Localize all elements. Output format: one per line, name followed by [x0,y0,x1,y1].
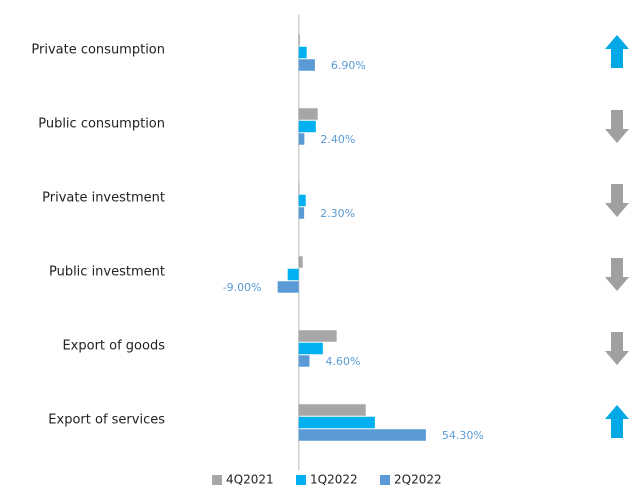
trend-arrow-down [605,332,629,365]
value-label: 6.90% [331,59,366,72]
bar [298,133,305,145]
bar [298,182,300,194]
legend-swatch [212,475,222,485]
category-label: Export of services [48,413,165,428]
legend-label: 4Q2021 [226,473,274,487]
bar [298,59,315,71]
trend-arrow-down [605,258,629,291]
trend-arrow-up [605,405,629,438]
trend-arrow-up [605,35,629,68]
category-label: Private investment [42,191,165,206]
legend-swatch [380,475,390,485]
bar [298,207,305,219]
bar [298,46,307,59]
value-label: 2.30% [320,207,355,220]
legend-label: 2Q2022 [394,473,442,487]
bar [298,404,366,416]
bar [298,429,426,441]
category-label: Export of goods [62,339,165,354]
category-label: Public consumption [38,117,165,132]
bar [298,34,300,46]
bar [287,268,299,281]
bar [298,330,337,342]
bar [298,256,303,268]
legend-swatch [296,475,306,485]
value-label: 54.30% [442,429,484,442]
bar [298,416,375,429]
bar [277,281,299,293]
value-label: 4.60% [325,355,360,368]
value-label: 2.40% [320,133,355,146]
bar [298,108,318,120]
trend-arrow-down [605,184,629,217]
bar [298,194,306,207]
category-label: Public investment [49,265,165,280]
bar [298,355,310,367]
category-label: Private consumption [31,43,165,58]
trend-arrow-down [605,110,629,143]
legend-label: 1Q2022 [310,473,358,487]
value-label: -9.00% [223,281,262,294]
bar [298,120,316,133]
bar [298,342,323,355]
